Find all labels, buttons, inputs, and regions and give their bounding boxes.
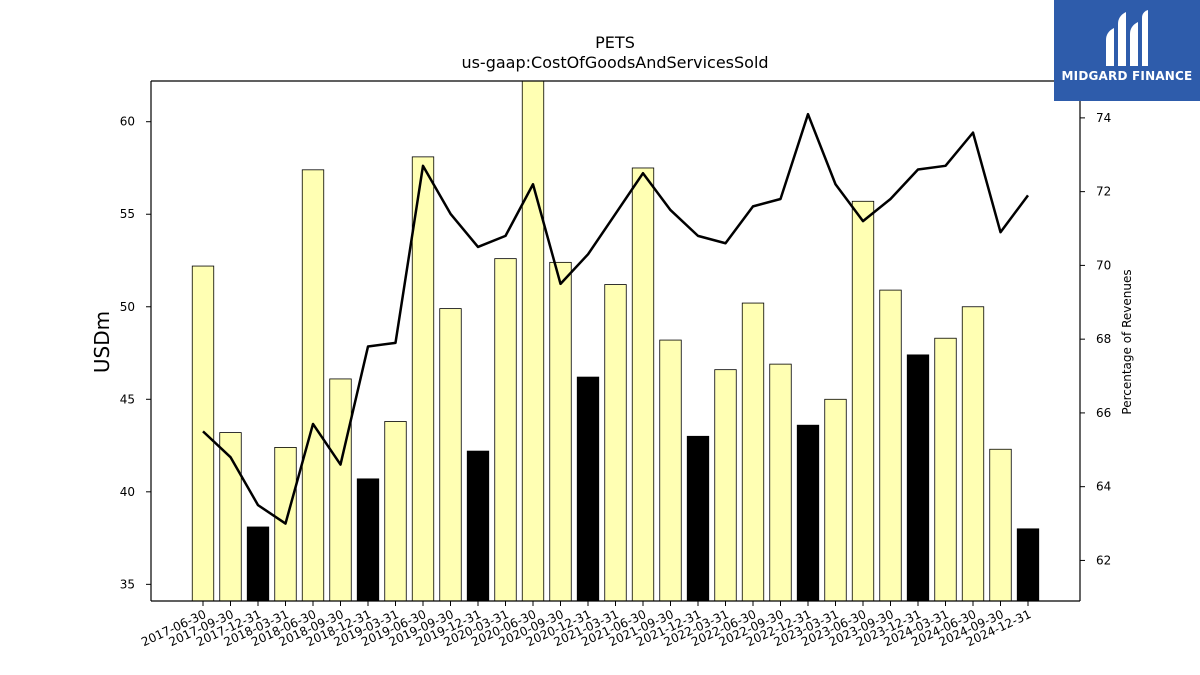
y2-tick-label: 74 [1096,111,1111,125]
bar [384,421,407,602]
bar [604,284,627,602]
y-tick-label: 60 [120,115,135,129]
y2-tick-label: 72 [1096,185,1111,199]
bar [356,478,380,602]
percentage-line [202,112,1030,525]
y-tick-label: 35 [120,577,135,591]
bar [549,261,572,602]
bar [659,339,682,602]
bar [934,337,957,602]
y-axis-label: USDm [90,311,114,373]
bar [769,363,792,602]
chart-subtitle: us-gaap:CostOfGoodsAndServicesSold [461,53,768,72]
left-axis-ticks: 35 40 45 50 55 60 [120,115,151,591]
bar [824,398,847,602]
y-tick-label: 45 [120,392,135,406]
bar [851,200,875,602]
y2-tick-label: 68 [1096,332,1111,346]
bar [521,80,545,602]
line-series [202,112,1030,525]
bar [466,450,490,602]
bar [741,302,765,602]
bar [494,258,517,602]
bar [1016,528,1040,602]
bar [631,167,655,602]
bar [246,526,270,602]
y2-tick-label: 66 [1096,406,1111,420]
bar [686,435,710,602]
bar [961,306,985,602]
bar [879,289,902,602]
y2-tick-label: 62 [1096,553,1111,567]
bar [329,378,352,602]
bar [191,265,215,602]
right-axis-ticks: 62 64 66 68 70 72 74 [1080,111,1111,567]
y2-tick-label: 64 [1096,480,1111,494]
bar-series [191,80,1040,602]
bar [989,448,1012,602]
bar [301,169,325,602]
y-tick-label: 50 [120,300,135,314]
y2-axis-label: Percentage of Revenues [1120,269,1134,414]
bar [439,308,462,602]
y-tick-label: 40 [120,485,135,499]
bar [714,369,737,602]
bar [576,376,600,602]
y-tick-label: 55 [120,207,135,221]
logo: MIDGARD FINANCE [1054,0,1200,101]
bar [796,424,820,602]
bar [906,354,930,602]
chart-title: PETS [595,33,635,52]
logo-mark-icon [1106,10,1148,66]
logo-text: MIDGARD FINANCE [1061,69,1193,83]
y2-tick-label: 70 [1096,258,1111,272]
bar [411,156,435,602]
x-axis-ticks: 2017-06-302017-09-302017-12-312018-03-31… [139,601,1033,649]
